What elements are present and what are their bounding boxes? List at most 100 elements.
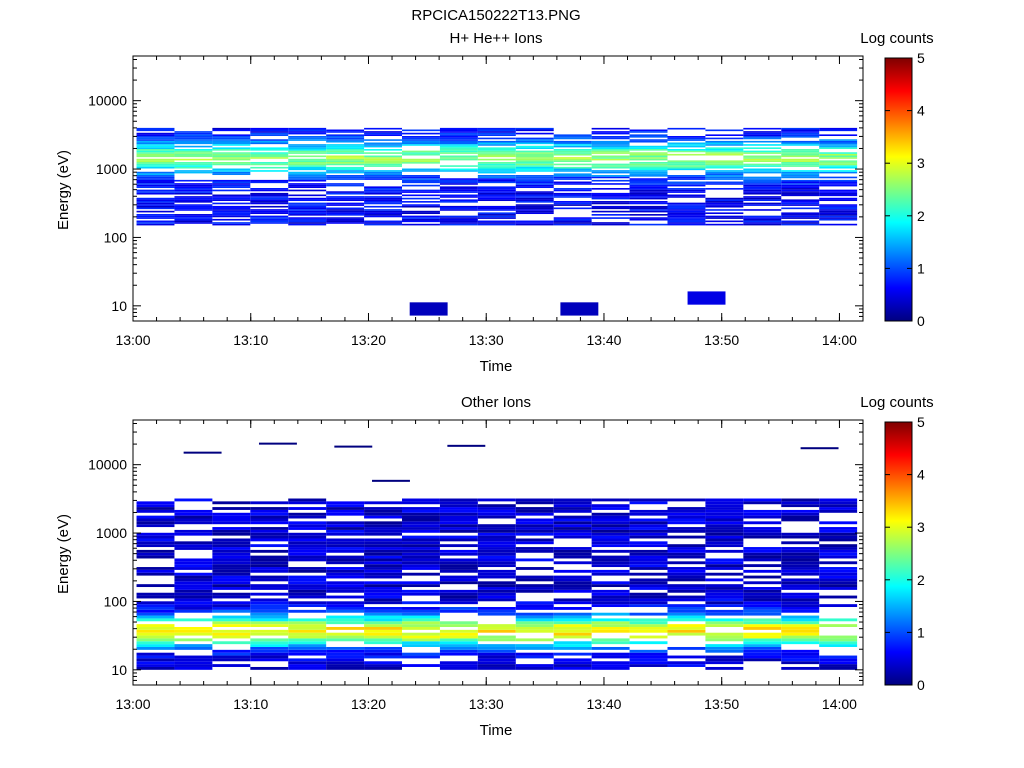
- heatmap-cell: [743, 501, 782, 505]
- heatmap-cell: [212, 604, 251, 608]
- heatmap-cell: [439, 170, 478, 172]
- heatmap-cell: [819, 153, 858, 156]
- heatmap-cell: [515, 194, 554, 197]
- heatmap-cell: [553, 561, 592, 565]
- heatmap-cell: [136, 501, 175, 505]
- heatmap-cell: [136, 515, 175, 519]
- heatmap-cell: [288, 165, 327, 167]
- heatmap-cell: [250, 532, 289, 536]
- heatmap-cell: [819, 552, 858, 556]
- heatmap-cell: [174, 171, 213, 174]
- heatmap-cell: [477, 592, 516, 596]
- heatmap-cell: [743, 196, 782, 198]
- heatmap-cell: [364, 512, 403, 516]
- heatmap-cell: [250, 652, 289, 656]
- heatmap-cell: [212, 153, 251, 156]
- heatmap-cell: [288, 549, 327, 553]
- heatmap-cell: [174, 214, 213, 216]
- heatmap-cell: [591, 595, 630, 599]
- heatmap-cell: [553, 157, 592, 159]
- heatmap-cell: [439, 581, 478, 585]
- heatmap-cell: [288, 197, 327, 200]
- heatmap-cell: [439, 649, 478, 653]
- heatmap-cell: [781, 592, 820, 596]
- heatmap-cell: [591, 179, 630, 182]
- heatmap-cell: [477, 644, 516, 647]
- heatmap-cell: [591, 158, 630, 161]
- heatmap-cell: [212, 649, 251, 653]
- heatmap-cell: [705, 598, 744, 602]
- heatmap-cell: [629, 170, 668, 172]
- heatmap-cell: [402, 518, 440, 522]
- heatmap-cell: [402, 215, 440, 218]
- heatmap-cell: [781, 149, 820, 151]
- heatmap-cell: [326, 615, 365, 619]
- heatmap-cell: [364, 214, 403, 216]
- heatmap-cell: [591, 217, 630, 219]
- heatmap-cell: [477, 175, 516, 177]
- heatmap-cell: [743, 165, 782, 167]
- heatmap-cell: [288, 501, 327, 505]
- heatmap-cell: [819, 191, 858, 193]
- heatmap-cell: [553, 142, 592, 145]
- heatmap-cell: [136, 160, 175, 163]
- heatmap-cell: [174, 132, 213, 135]
- heatmap-cell: [667, 618, 706, 622]
- heatmap-cell: [326, 218, 365, 221]
- heatmap-cell: [439, 609, 478, 613]
- heatmap-cell: [136, 199, 175, 202]
- heatmap-cell: [439, 512, 478, 516]
- heatmap-cell: [477, 532, 516, 536]
- heatmap-cell: [667, 552, 706, 556]
- heatmap-cell: [288, 155, 327, 158]
- heatmap-cell: [667, 139, 706, 141]
- heatmap-cell: [439, 629, 478, 633]
- heatmap-cell: [781, 212, 820, 215]
- heatmap-cell: [326, 131, 365, 133]
- heatmap-cell: [591, 621, 630, 625]
- heatmap-cell: [250, 210, 289, 213]
- heatmap-cell: [212, 155, 251, 158]
- heatmap-cell: [212, 196, 251, 198]
- heatmap-cell: [250, 587, 289, 590]
- heatmap-cell: [705, 163, 744, 166]
- x-tick-label: 14:00: [822, 696, 857, 712]
- heatmap-cell: [743, 215, 782, 218]
- heatmap-cell: [364, 202, 403, 205]
- heatmap-cell: [258, 442, 297, 445]
- heatmap-cell: [288, 136, 327, 138]
- heatmap-cell: [326, 666, 365, 670]
- heatmap-cell: [326, 191, 365, 193]
- heatmap-cell: [629, 131, 668, 133]
- heatmap-cell: [364, 139, 403, 141]
- heatmap-cell: [402, 136, 440, 138]
- heatmap-cell: [515, 589, 554, 593]
- heatmap-cell: [629, 649, 668, 653]
- heatmap-cell: [553, 535, 592, 539]
- heatmap-cell: [667, 184, 706, 187]
- heatmap-cell: [553, 524, 592, 528]
- heatmap-cell: [439, 549, 478, 553]
- heatmap-cell: [288, 532, 327, 536]
- heatmap-cell: [326, 166, 365, 169]
- heatmap-cell: [212, 641, 251, 645]
- heatmap-cell: [781, 532, 820, 536]
- heatmap-cell: [743, 202, 782, 205]
- heatmap-cell: [288, 541, 327, 545]
- heatmap-cell: [591, 604, 630, 608]
- heatmap-cell: [477, 176, 516, 179]
- heatmap-cell: [288, 145, 327, 148]
- heatmap-cell: [136, 155, 175, 158]
- heatmap-cell: [667, 555, 706, 559]
- colorbar-tick-label: 1: [917, 260, 925, 276]
- heatmap-cell: [364, 607, 403, 610]
- heatmap-cell: [364, 189, 403, 192]
- heatmap-cell: [439, 644, 478, 647]
- heatmap-cell: [439, 567, 478, 570]
- heatmap-cell: [819, 555, 858, 559]
- heatmap-cell: [515, 509, 554, 513]
- heatmap-cell: [819, 587, 858, 590]
- heatmap-cell: [288, 641, 327, 645]
- heatmap-cell: [212, 629, 251, 633]
- heatmap-cell: [743, 189, 782, 192]
